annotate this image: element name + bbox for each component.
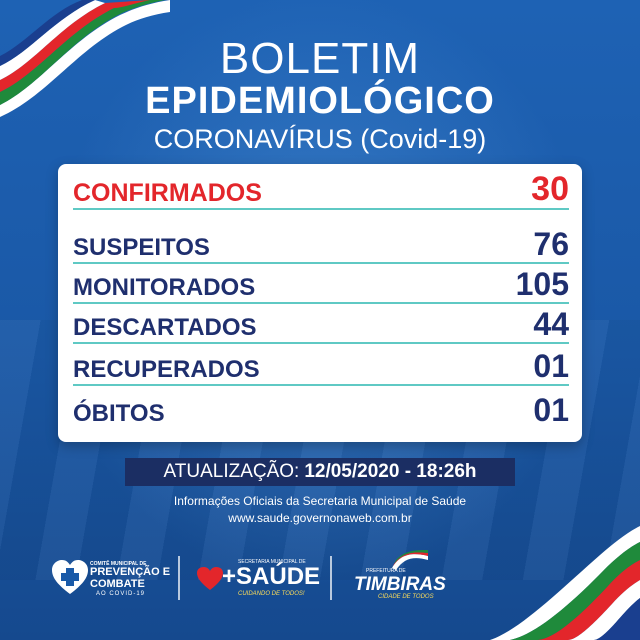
logo-comite-small: COMITÊ MUNICIPAL DE	[90, 561, 147, 567]
stat-value: 44	[533, 306, 569, 342]
logo-comite-line-b: COMBATE	[90, 578, 145, 590]
logo-timbiras-small: PREFEITURA DE	[366, 568, 406, 574]
title-line2: EPIDEMIOLÓGICO	[145, 80, 495, 122]
stat-label: SUSPEITOS	[73, 234, 210, 261]
stat-row-recuperados: RECUPERADOS 01	[73, 346, 569, 386]
info-website: www.saude.governonaweb.com.br	[228, 511, 412, 525]
update-label: ATUALIZAÇÃO:	[163, 461, 300, 482]
update-value: 12/05/2020 - 18:26h	[304, 461, 477, 482]
stats-card: CONFIRMADOS 30 SUSPEITOS 76 MONITORADOS …	[58, 164, 582, 442]
stat-label: MONITORADOS	[73, 274, 256, 301]
logo-timbiras-tagline: CIDADE DE TODOS	[378, 594, 434, 600]
stat-row-monitorados: MONITORADOS 105	[73, 264, 569, 304]
footer-logos: COMITÊ MUNICIPAL DE PREVENÇÃO E COMBATE …	[0, 548, 640, 608]
footer-divider	[178, 556, 180, 600]
logo-timbiras-main: TIMBIRAS	[354, 574, 446, 595]
title-line1: BOLETIM	[219, 34, 421, 83]
info-source: Informações Oficiais da Secretaria Munic…	[173, 494, 467, 508]
stat-row-descartados: DESCARTADOS 44	[73, 304, 569, 344]
logo-saude-small: SECRETARIA MUNICIPAL DE	[238, 559, 306, 565]
stat-label: DESCARTADOS	[73, 314, 257, 341]
logo-comite-line-a: PREVENÇÃO E	[90, 566, 171, 578]
logo-saude-tagline: CUIDANDO DE TODOS!	[238, 591, 305, 597]
stat-value: 76	[533, 226, 569, 262]
logo-comite: COMITÊ MUNICIPAL DE PREVENÇÃO E COMBATE …	[50, 548, 170, 608]
update-bar: ATUALIZAÇÃO: 12/05/2020 - 18:26h	[125, 458, 515, 486]
stat-row-suspeitos: SUSPEITOS 76	[73, 224, 569, 264]
stat-value: 30	[531, 170, 569, 208]
heart-cross-icon	[52, 560, 88, 594]
footer-divider	[330, 556, 332, 600]
stat-label: ÓBITOS	[73, 400, 165, 427]
stat-value: 105	[515, 266, 569, 302]
stat-label: RECUPERADOS	[73, 356, 260, 383]
logo-saude-main: +SAÚDE	[222, 563, 321, 590]
flag-icon	[392, 550, 428, 570]
logo-timbiras: PREFEITURA DE TIMBIRAS CIDADE DE TODOS	[348, 548, 458, 608]
logo-saude: SECRETARIA MUNICIPAL DE +SAÚDE CUIDANDO …	[194, 548, 320, 608]
subtitle: CORONAVÍRUS (Covid-19)	[153, 124, 487, 154]
logo-comite-line-c: AO COVID-19	[96, 591, 146, 597]
stat-label: CONFIRMADOS	[73, 179, 262, 207]
stat-value: 01	[533, 392, 569, 428]
flag-ribbon-top-left	[0, 0, 170, 117]
heart-icon	[197, 567, 223, 590]
flag-ribbon-bottom-right	[490, 526, 640, 640]
stat-row-obitos: ÓBITOS 01	[73, 388, 569, 428]
stat-value: 01	[533, 348, 569, 384]
stat-row-confirmados: CONFIRMADOS 30	[73, 170, 569, 210]
